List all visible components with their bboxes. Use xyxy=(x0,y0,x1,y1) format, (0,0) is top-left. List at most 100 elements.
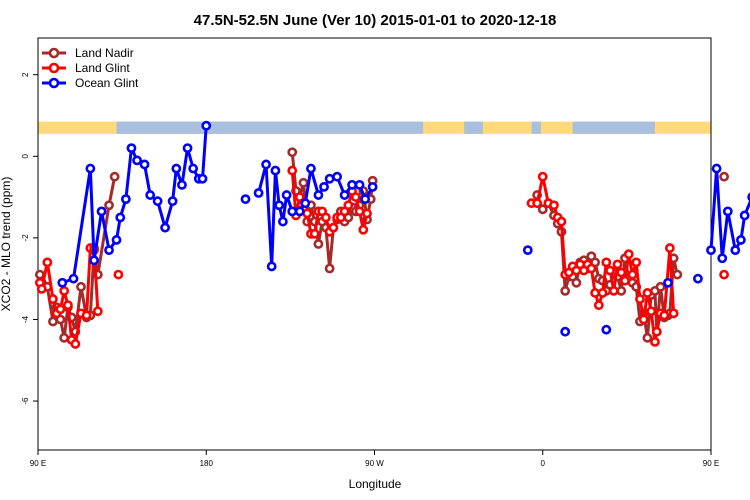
data-point xyxy=(608,286,619,296)
x-tick-label: 90 E xyxy=(703,459,719,468)
data-point xyxy=(92,306,103,317)
data-point xyxy=(601,324,612,335)
data-point xyxy=(294,192,305,202)
data-point xyxy=(171,163,182,174)
data-point xyxy=(651,326,662,337)
data-point xyxy=(556,216,567,227)
data-point xyxy=(638,314,649,325)
data-point xyxy=(612,259,623,270)
data-point xyxy=(57,277,68,288)
data-point xyxy=(739,210,750,221)
data-point xyxy=(96,206,107,217)
data-point xyxy=(182,143,193,154)
data-point xyxy=(167,196,178,207)
data-point xyxy=(287,165,298,176)
data-point xyxy=(668,308,679,319)
data-point xyxy=(253,188,264,198)
data-point xyxy=(560,286,571,296)
data-point xyxy=(730,245,741,256)
data-point xyxy=(109,171,120,182)
data-point xyxy=(261,159,271,170)
data-point xyxy=(354,179,365,190)
data-point xyxy=(160,222,171,233)
data-point xyxy=(646,306,657,317)
data-point xyxy=(89,255,99,266)
data-point xyxy=(294,206,305,217)
data-point xyxy=(358,224,369,235)
data-point xyxy=(522,245,533,256)
data-point xyxy=(81,310,92,321)
data-point xyxy=(320,212,331,223)
data-point xyxy=(111,235,122,245)
series-ocean-glint xyxy=(57,120,750,337)
data-point xyxy=(642,332,653,343)
data-point xyxy=(177,179,187,190)
data-point xyxy=(298,177,309,188)
ocean-band-segment xyxy=(572,121,655,134)
data-point xyxy=(650,337,660,347)
y-tick-label: 0 xyxy=(21,154,30,159)
data-point xyxy=(266,261,277,272)
series-layer xyxy=(34,120,750,349)
data-point xyxy=(631,257,642,268)
data-point xyxy=(635,294,645,304)
data-point xyxy=(139,159,150,170)
x-tick-label: 90 E xyxy=(30,459,46,468)
series-land-glint xyxy=(34,165,729,349)
data-point xyxy=(537,204,548,215)
data-point xyxy=(287,147,298,158)
data-point xyxy=(339,190,350,200)
data-point xyxy=(659,310,670,321)
data-point xyxy=(319,181,329,192)
data-point xyxy=(48,294,58,304)
data-point xyxy=(306,163,316,174)
data-point xyxy=(350,192,361,202)
data-point xyxy=(593,300,604,311)
chart-title: 47.5N-52.5N June (Ver 10) 2015-01-01 to … xyxy=(194,12,557,29)
x-axis: 90 E 180 90 W 0 90 E xyxy=(30,450,719,468)
series-line xyxy=(709,167,750,260)
data-point xyxy=(693,273,703,284)
legend-marker xyxy=(48,77,60,89)
data-point xyxy=(601,257,612,268)
data-point xyxy=(76,281,86,292)
data-point xyxy=(672,269,683,280)
data-point xyxy=(48,316,58,327)
y-axis: -6 -4 -2 0 2 xyxy=(21,72,38,405)
x-tick-label: 0 xyxy=(541,459,546,468)
data-point xyxy=(560,326,571,337)
data-point xyxy=(115,212,126,223)
data-point xyxy=(360,194,371,205)
data-point xyxy=(706,245,716,256)
data-point xyxy=(300,198,311,209)
y-tick-label: -6 xyxy=(21,397,30,405)
ocean-band-segment xyxy=(464,121,483,134)
ocean-band-segment xyxy=(116,121,424,134)
legend-marker xyxy=(48,62,60,74)
data-point xyxy=(616,267,627,278)
data-point xyxy=(736,235,746,245)
data-point xyxy=(722,206,733,217)
data-point xyxy=(313,239,324,249)
data-point xyxy=(627,269,638,280)
data-point xyxy=(711,163,722,174)
data-point xyxy=(532,198,543,209)
data-point xyxy=(34,269,45,280)
data-point xyxy=(590,288,600,298)
data-point xyxy=(328,222,339,233)
land-ocean-band xyxy=(38,121,711,134)
y-axis-label: XCO2 - MLO trend (ppm) xyxy=(0,177,13,312)
data-point xyxy=(343,200,354,211)
data-point xyxy=(126,143,137,154)
data-point xyxy=(664,243,675,253)
data-point xyxy=(309,228,320,239)
data-point xyxy=(655,281,666,292)
data-point xyxy=(302,208,313,219)
data-point xyxy=(104,200,114,211)
data-point xyxy=(367,181,378,192)
y-tick-label: 2 xyxy=(21,72,30,77)
data-point xyxy=(59,332,70,343)
data-point xyxy=(85,163,96,174)
data-point xyxy=(605,265,615,276)
